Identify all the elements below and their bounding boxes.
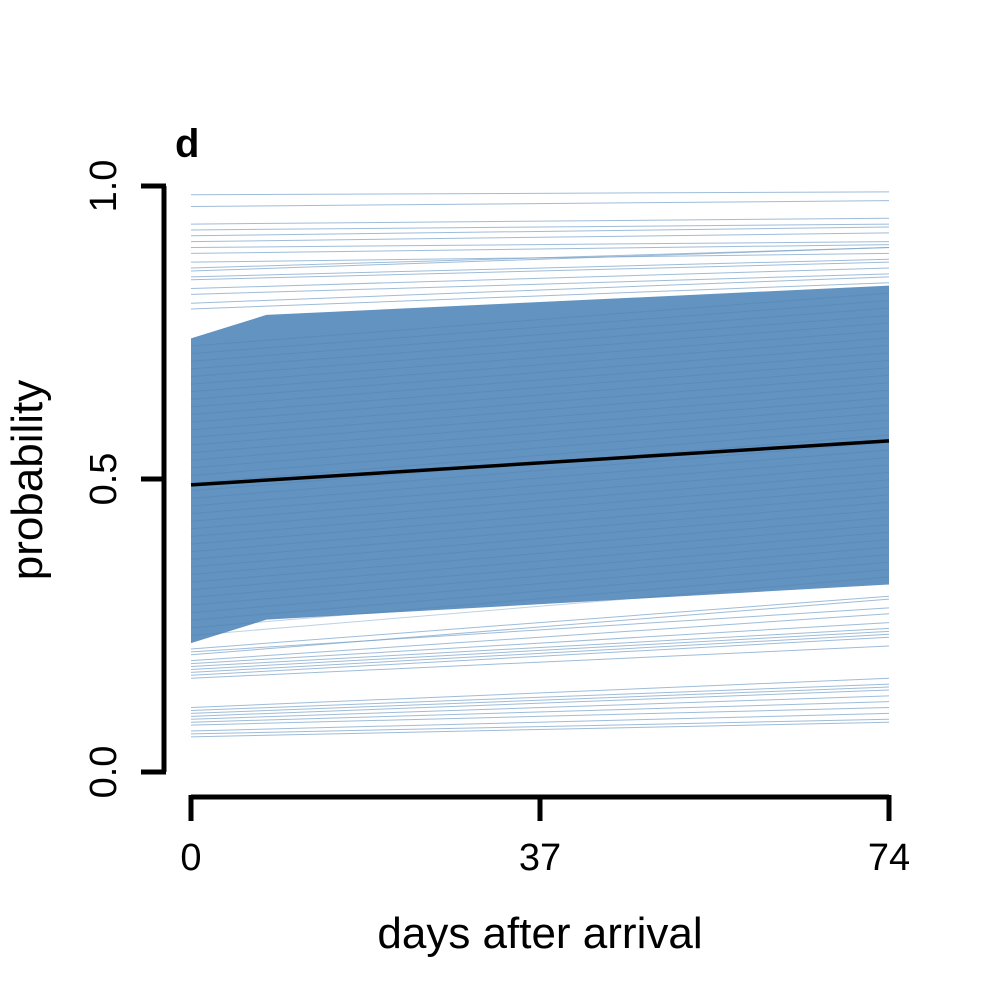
sample-line (190, 718, 890, 735)
sample-line (190, 707, 890, 726)
band-texture-line (190, 329, 890, 385)
sample-line (190, 226, 890, 237)
band-texture-line (190, 322, 890, 377)
x-tick-label: 74 (868, 837, 910, 879)
sample-line (190, 267, 890, 290)
band-texture-line (190, 382, 890, 438)
band-texture-line (190, 561, 890, 621)
band-texture-line (190, 352, 890, 408)
sample-line (190, 630, 890, 670)
band-texture-line (190, 516, 890, 576)
band-texture-line (190, 501, 890, 560)
band-texture-line (190, 524, 890, 583)
panel-label: d (175, 122, 199, 166)
sample-line (190, 241, 890, 249)
sample-lines (190, 191, 890, 738)
band-texture-line (190, 404, 890, 461)
band-texture-line (190, 367, 890, 423)
band-texture-line (190, 307, 890, 362)
band-texture-line (190, 292, 890, 347)
sample-line (190, 613, 890, 662)
sample-line (190, 244, 890, 254)
sample-line (190, 598, 890, 656)
band-texture-line (190, 419, 890, 476)
sample-line (190, 622, 890, 665)
band-texture-line (190, 359, 890, 416)
band-texture-line (190, 397, 890, 454)
x-tick-label: 0 (180, 837, 201, 879)
mean-line-layer (190, 439, 890, 487)
x-axis-title: days after arrival (377, 909, 702, 958)
sample-line (190, 595, 890, 650)
sample-line (190, 261, 890, 281)
y-tick-label: 0.0 (83, 746, 125, 799)
band-texture-line (190, 427, 890, 484)
sample-line (190, 282, 890, 310)
band-texture-line (190, 412, 890, 469)
band-texture-line (190, 531, 890, 591)
sample-line (190, 636, 890, 676)
band-texture-line (190, 569, 890, 629)
sample-line (190, 273, 890, 295)
band-texture-line (190, 486, 890, 545)
sample-line (190, 701, 890, 723)
band-texture-line (190, 554, 890, 614)
band-texture-line (190, 344, 890, 400)
sample-line (190, 607, 890, 653)
sample-line (190, 683, 890, 711)
band-texture-line (190, 471, 890, 530)
sample-line (190, 677, 890, 709)
sample-line (190, 217, 890, 225)
sample-line (190, 645, 890, 679)
sample-line (190, 232, 890, 243)
band-texture-line (190, 300, 890, 355)
sample-line (190, 689, 890, 717)
band-texture-line (190, 546, 890, 606)
sample-line (190, 686, 890, 714)
sample-line (190, 633, 890, 673)
y-tick-label: 1.0 (83, 160, 125, 213)
y-axis-title: probability (3, 380, 52, 581)
band-texture-line (190, 337, 890, 393)
y-axis: 0.0 0.5 1.0 (83, 160, 167, 799)
band-texture-line (190, 494, 890, 553)
sample-line (190, 276, 890, 304)
band-texture-line (190, 456, 890, 515)
sample-line (190, 247, 890, 272)
x-tick-label: 37 (519, 837, 561, 879)
sample-line (190, 223, 890, 231)
band-texture-line (190, 315, 890, 370)
sample-line (190, 258, 890, 278)
x-axis: 0 37 74 (180, 794, 910, 879)
sample-line (190, 695, 890, 720)
mean-line (190, 439, 890, 487)
band-texture-line (190, 449, 890, 507)
sample-line (190, 191, 890, 196)
band-texture-line (190, 479, 890, 537)
sample-line (190, 712, 890, 732)
band-texture-line (190, 576, 890, 636)
sample-line (190, 200, 890, 208)
sample-line (190, 627, 890, 668)
sample-line (190, 721, 890, 738)
y-tick-label: 0.5 (83, 453, 125, 506)
band-texture-line (190, 374, 890, 431)
band-texture-line (190, 442, 890, 499)
band-texture-line (190, 539, 890, 598)
band-texture-line (190, 509, 890, 568)
band-texture-line (190, 464, 890, 522)
band-texture-line (190, 389, 890, 446)
